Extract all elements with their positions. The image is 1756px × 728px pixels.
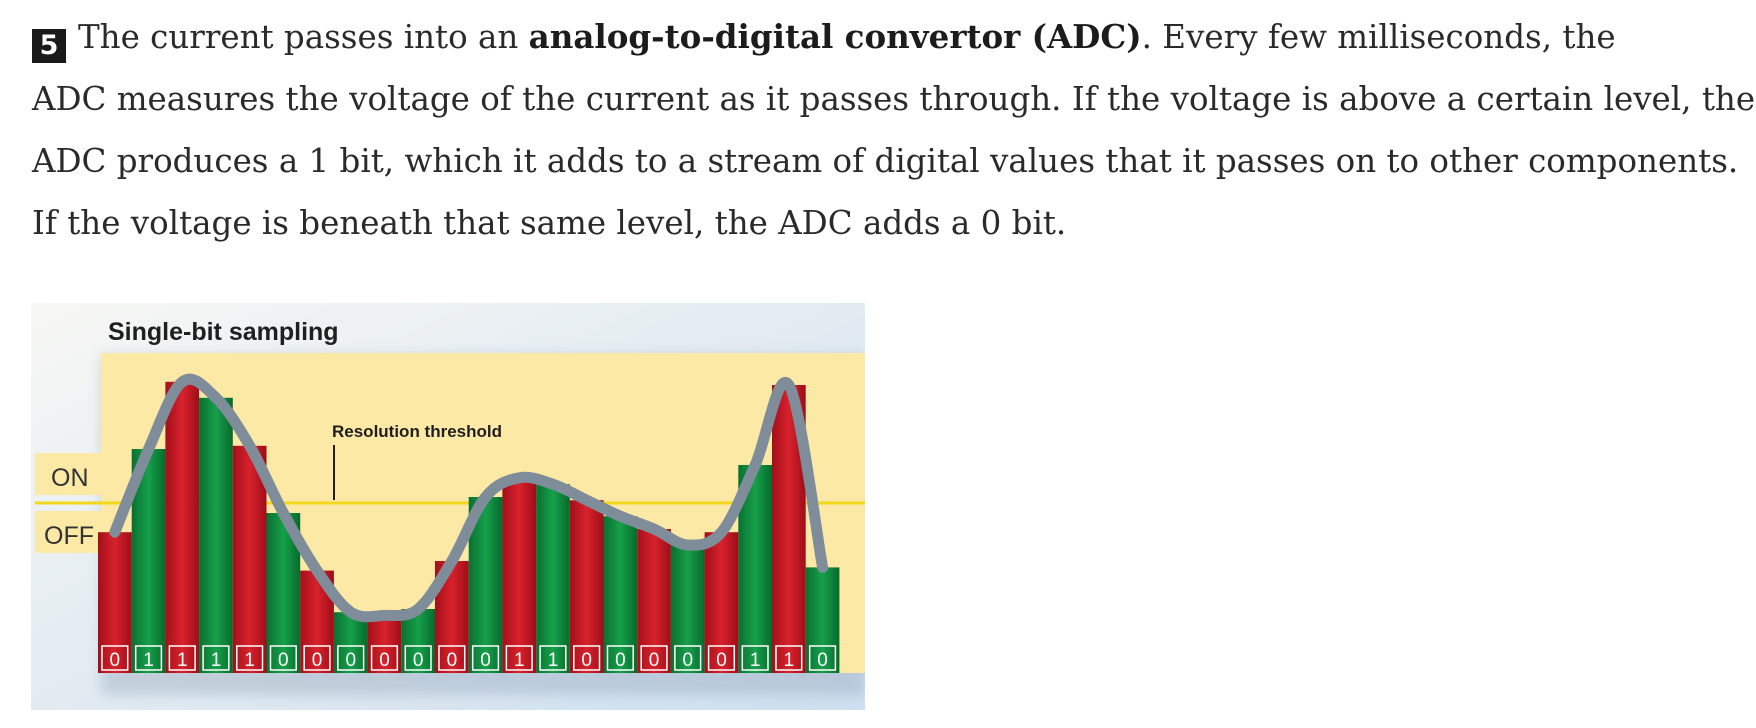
sample-bar — [637, 529, 671, 673]
step-number-badge: 5 — [32, 29, 66, 63]
bit-label: 1 — [548, 650, 559, 671]
paragraph: 5 The current passes into an analog-to-di… — [32, 6, 1756, 254]
bit-stream: 0 1 1 1 1 0 0 0 0 0 0 0 1 1 0 0 0 0 0 1 1 0 — [101, 645, 837, 671]
bit-cell — [202, 645, 230, 671]
bit-label: 1 — [750, 650, 761, 671]
bit-label: 0 — [649, 650, 660, 671]
bit-cell — [404, 645, 432, 671]
paragraph-line-1: 5 The current passes into an analog-to-di… — [32, 6, 1752, 68]
bit-label: 0 — [480, 650, 491, 671]
bit-cell — [741, 645, 769, 671]
bit-label: 1 — [784, 650, 795, 671]
sample-bar — [232, 445, 267, 673]
bit-cell — [539, 645, 567, 671]
sample-bars — [98, 381, 840, 673]
bit-cell — [471, 645, 500, 671]
on-label: ON — [51, 464, 89, 492]
bit-cell — [640, 645, 668, 671]
bit-label: 0 — [346, 650, 357, 671]
sampling-illustration: Single-bit sampling Resolution threshold… — [31, 303, 865, 710]
bit-label: 0 — [615, 650, 626, 671]
sample-bar — [569, 500, 604, 673]
bit-label: 0 — [817, 650, 828, 671]
bit-cell — [134, 645, 163, 671]
paragraph-line-4: If the voltage is beneath that same leve… — [32, 204, 1067, 242]
analog-waveform — [109, 373, 829, 623]
bit-cell — [303, 645, 331, 671]
bit-label: 0 — [312, 650, 323, 671]
off-tab — [35, 511, 105, 553]
bit-label: 0 — [683, 650, 694, 671]
sample-bar — [165, 381, 200, 673]
bit-cell — [674, 645, 702, 671]
bit-cell — [337, 645, 365, 671]
paragraph-line-2: ADC measures the voltage of the current … — [32, 80, 1756, 118]
bit-label: 0 — [581, 650, 592, 671]
bit-cell — [101, 645, 129, 671]
figure-title: Single-bit sampling — [108, 318, 339, 346]
on-tab — [35, 453, 105, 495]
bit-label: 0 — [413, 650, 424, 671]
bit-cell — [573, 645, 601, 671]
adc-term: analog-to-digital convertor (ADC) — [528, 17, 1142, 56]
bit-cell — [269, 645, 297, 671]
sample-bar — [367, 615, 402, 673]
bit-label: 0 — [447, 650, 458, 671]
bit-cell — [606, 645, 634, 671]
sample-bar — [805, 567, 840, 673]
sample-bar — [704, 532, 739, 673]
sample-bar — [199, 397, 233, 673]
bit-label: 1 — [211, 650, 222, 671]
bit-label: 1 — [514, 650, 525, 671]
bit-label: 1 — [177, 650, 188, 671]
line1-pre: The current passes into an — [78, 18, 529, 56]
bit-label: 0 — [110, 650, 121, 671]
sample-bar — [670, 545, 705, 673]
bit-cell — [505, 645, 533, 671]
bit-cell — [808, 645, 837, 671]
sample-bar — [536, 484, 570, 673]
bit-label: 0 — [379, 650, 390, 671]
paragraph-line-3: ADC produces a 1 bit, which it adds to a… — [32, 142, 1739, 180]
sample-bar — [98, 532, 132, 673]
bit-label: 1 — [244, 650, 255, 671]
resolution-threshold-label: Resolution threshold — [332, 422, 502, 441]
off-label: OFF — [44, 522, 94, 550]
bit-cell — [370, 645, 399, 671]
bit-cell — [707, 645, 736, 671]
sample-bar — [502, 477, 537, 673]
sample-bar — [333, 612, 368, 673]
sample-bar — [603, 516, 638, 673]
bit-label: 0 — [716, 650, 727, 671]
bit-label: 1 — [143, 650, 154, 671]
bit-label: 0 — [278, 650, 289, 671]
bit-cell — [775, 645, 803, 671]
bit-cell — [438, 645, 466, 671]
line1-post: . Every few milliseconds, the — [1141, 18, 1616, 56]
single-bit-sampling-figure: Single-bit sampling Resolution threshold… — [31, 303, 865, 710]
bit-cell — [168, 645, 196, 671]
bit-cell — [236, 645, 264, 671]
